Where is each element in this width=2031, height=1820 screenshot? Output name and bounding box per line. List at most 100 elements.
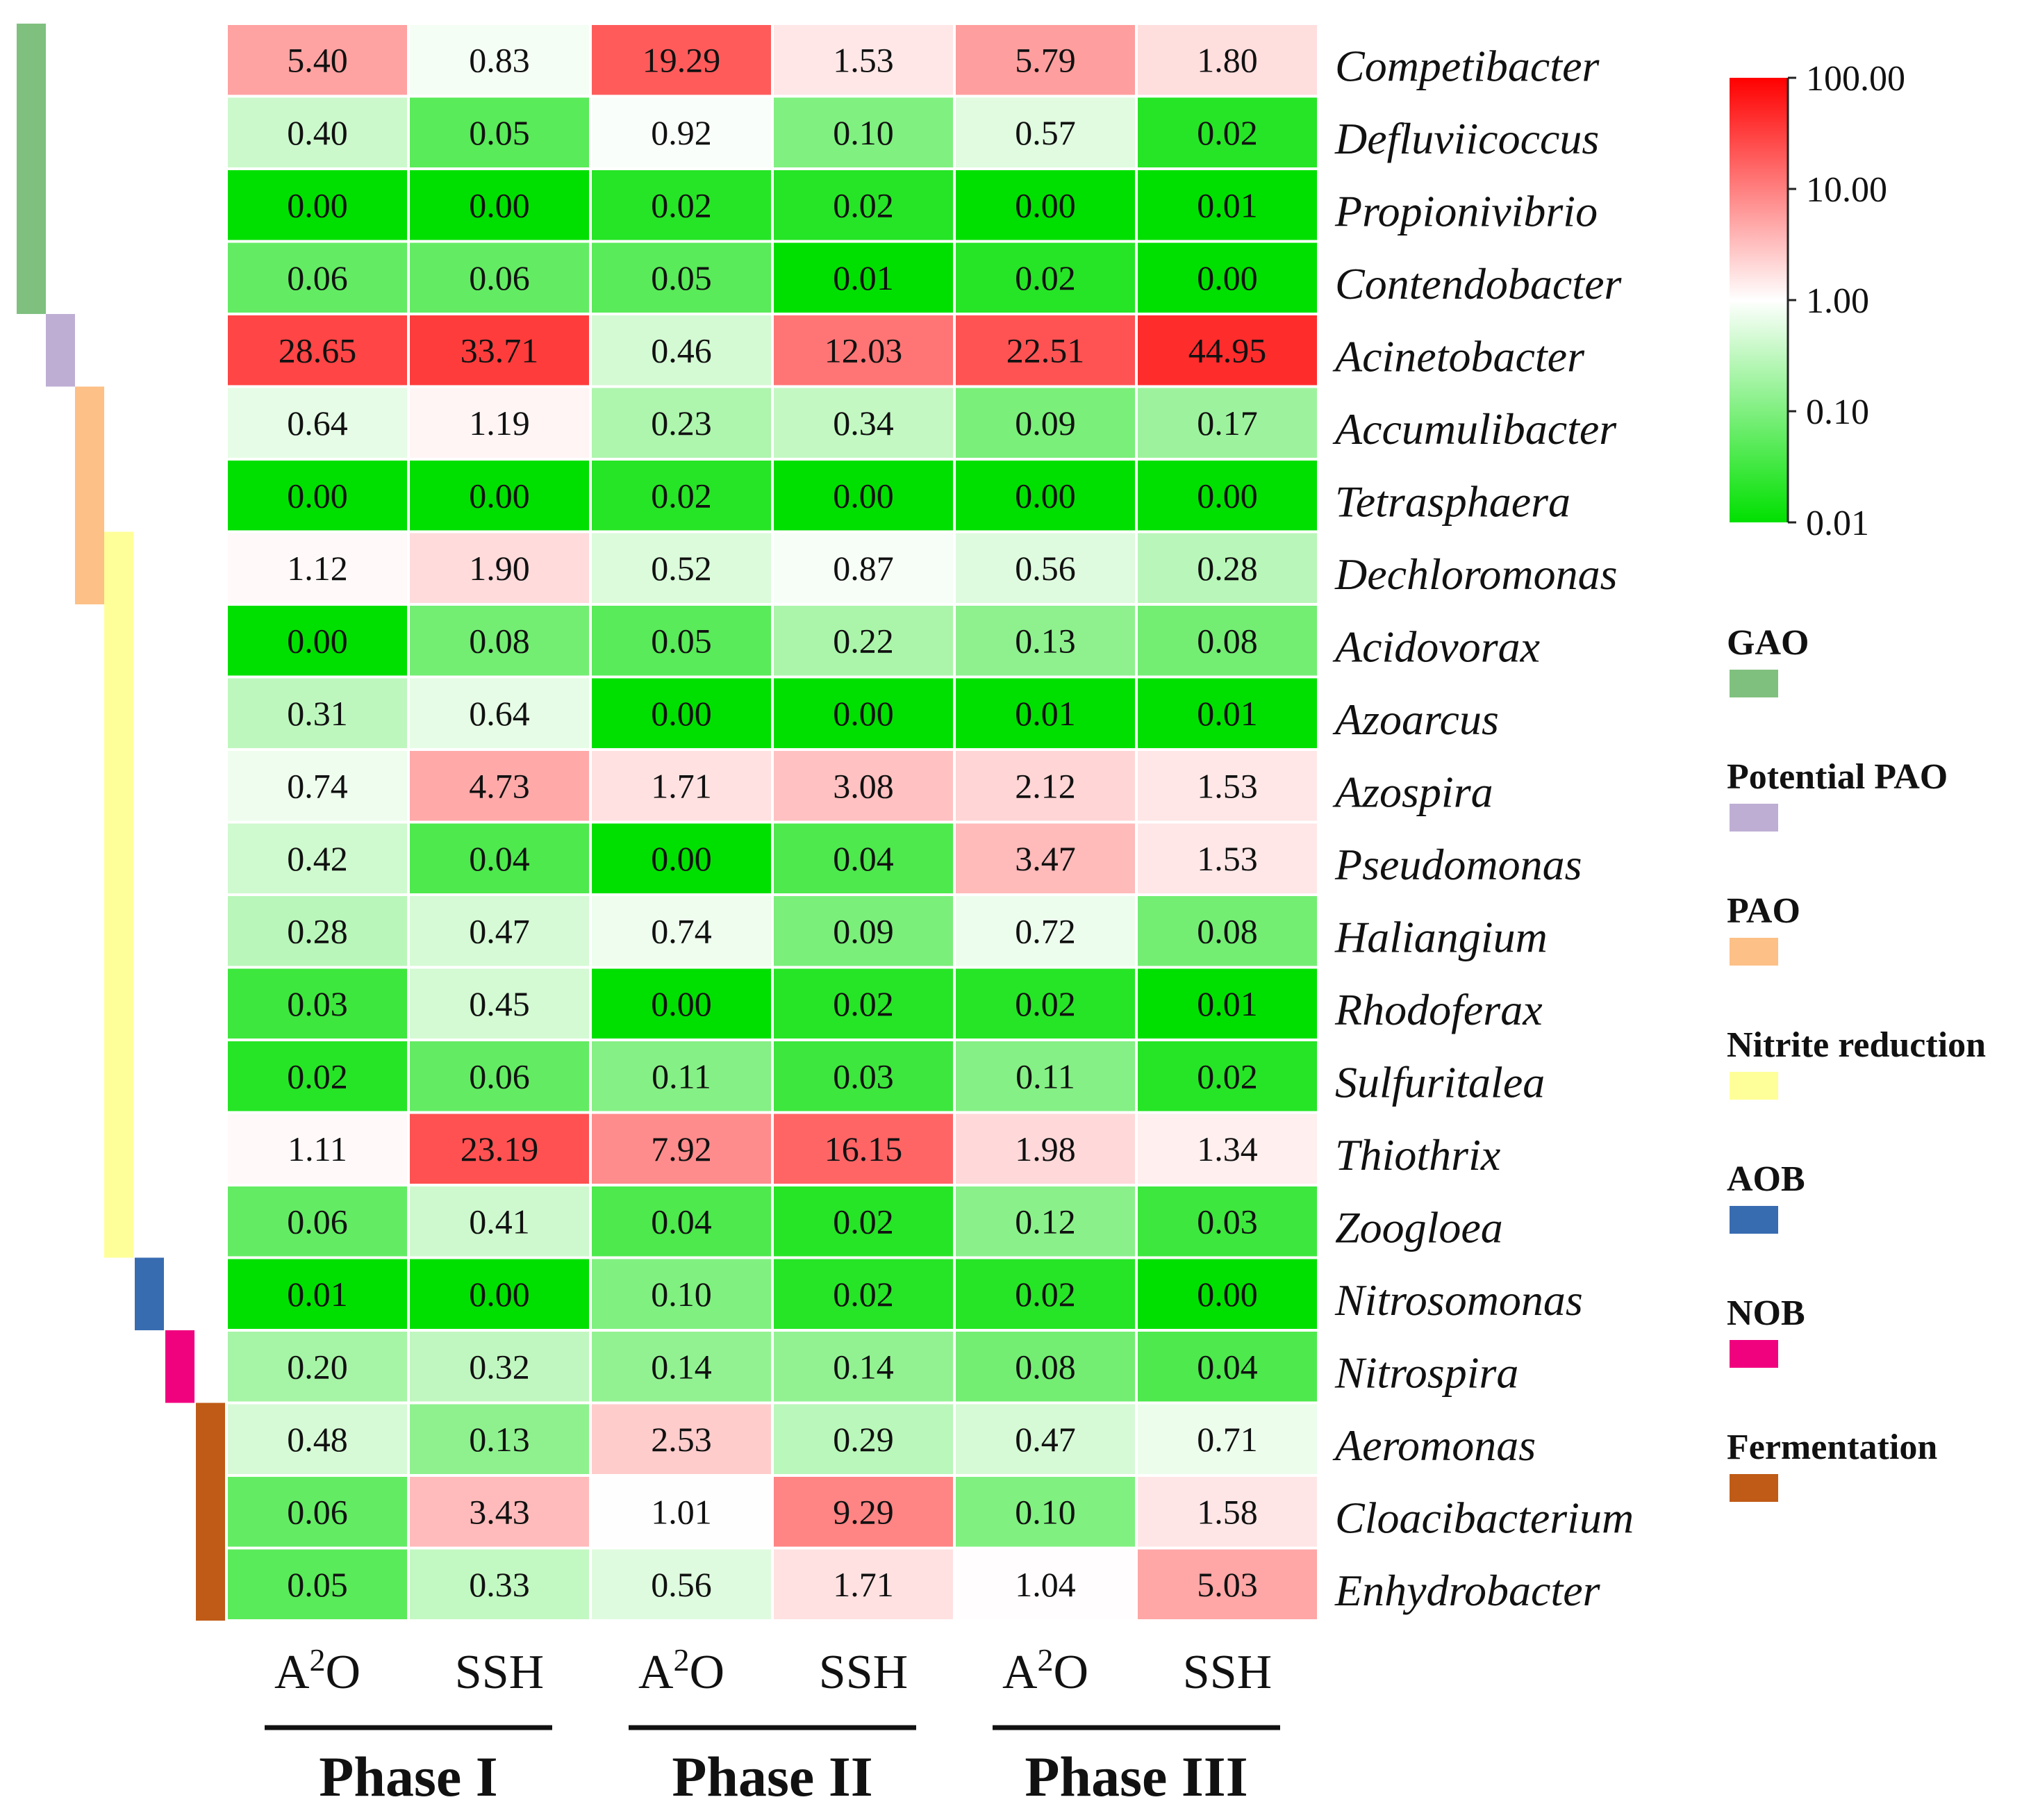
cell-value-label: 1.80 [1197,40,1258,79]
cell-value-label: 0.64 [287,404,348,442]
heatmap-cell [771,1401,956,1477]
cell-value-label: 0.45 [469,984,530,1023]
cell-value-label: 0.13 [469,1420,530,1459]
heatmap-cell [771,313,956,388]
cell-value-label: 0.01 [1197,694,1258,733]
cell-value-label: 0.04 [1197,1347,1258,1386]
heatmap-cell [407,893,592,969]
cell-value-label: 0.28 [1197,549,1258,588]
cell-value-label: 0.00 [1197,476,1258,515]
row-label: Acinetobacter [1332,331,1585,381]
legend-swatch [1730,670,1778,697]
heatmap-cell [225,1256,410,1332]
column-label: SSH [819,1646,908,1699]
row-label: Rhodoferax [1334,985,1543,1034]
cell-value-label: 0.09 [1015,404,1076,442]
heatmap-cell [589,893,774,969]
heatmap-cell [225,748,410,824]
cell-value-label: 0.09 [833,911,894,950]
column-label: A2O [638,1642,724,1700]
row-label: Defluviicoccus [1334,114,1599,163]
cell-value-label: 0.02 [833,1202,894,1241]
heatmap-cell [407,1256,592,1332]
cell-value-label: 0.00 [1197,258,1258,297]
row-label: Azospira [1332,767,1493,816]
heatmap-cell [1135,1329,1320,1405]
heatmap-cell [589,603,774,679]
cell-value-label: 0.02 [833,185,894,224]
legend-swatch [1730,938,1778,966]
cell-value-label: 44.95 [1188,331,1267,370]
heatmap-cell [589,1184,774,1259]
row-label: Nitrosomonas [1334,1275,1583,1325]
row-label: Azoarcus [1332,695,1499,744]
cell-value-label: 1.53 [1197,839,1258,878]
heatmap-cell [771,966,956,1041]
row-label: Enhydrobacter [1334,1566,1601,1615]
cell-value-label: 0.83 [469,40,530,79]
heatmap-cell [225,1111,410,1186]
heatmap-cell [1135,603,1320,679]
color-scale-tick-label: 0.10 [1806,392,1869,432]
cell-value-label: 0.31 [287,694,348,733]
cell-value-label: 0.14 [651,1347,712,1386]
heatmap-cell [1135,893,1320,969]
cell-value-label: 0.56 [651,1565,712,1604]
heatmap-cell [1135,1184,1320,1259]
cell-value-label: 0.42 [287,839,348,878]
legend-label: GAO [1727,623,1809,663]
color-scale-tick-label: 100.00 [1806,59,1905,99]
column-label: SSH [1183,1646,1272,1699]
heatmap-cell [771,893,956,969]
cell-value-label: 0.48 [287,1420,348,1459]
cell-value-label: 0.23 [651,404,712,442]
group-bar [104,531,133,1258]
cell-value-label: 0.20 [287,1347,348,1386]
heatmap-cell [1135,458,1320,533]
cell-value-label: 0.41 [469,1202,530,1241]
cell-value-label: 1.53 [833,40,894,79]
heatmap-cell [225,22,410,98]
cell-value-label: 0.03 [1197,1202,1258,1241]
column-label: A2O [1002,1642,1088,1700]
heatmap-cell [225,1401,410,1477]
heatmap-cell [225,603,410,679]
heatmap-cell [771,94,956,170]
heatmap-cell [1135,1256,1320,1332]
heatmap-cell [1135,530,1320,606]
heatmap-cell [589,820,774,896]
cell-value-label: 0.00 [287,476,348,515]
legend-label: Fermentation [1727,1428,1937,1467]
heatmap-cell [953,530,1138,606]
cell-value-label: 0.03 [833,1057,894,1095]
cell-value-label: 1.34 [1197,1130,1258,1168]
heatmap-cell [407,1546,592,1622]
heatmap-cell [407,167,592,243]
legend-swatch [1730,1340,1778,1368]
row-label: Cloacibacterium [1335,1493,1634,1542]
cell-value-label: 19.29 [643,40,721,79]
row-label: Acidovorax [1332,622,1540,671]
cell-value-label: 16.15 [824,1130,903,1168]
heatmap-cell [1135,22,1320,98]
cell-value-label: 0.02 [1197,1057,1258,1095]
cell-value-label: 1.71 [651,766,712,805]
row-label: Pseudomonas [1334,840,1582,889]
heatmap-cell [225,820,410,896]
heatmap-cell [953,1039,1138,1114]
cell-value-label: 0.00 [469,476,530,515]
legend-swatch [1730,1206,1778,1234]
group-bar [75,386,104,604]
heatmap-cell [1135,748,1320,824]
cell-value-label: 0.14 [833,1347,894,1386]
heatmap-cell [953,1401,1138,1477]
heatmap-cell [771,1546,956,1622]
cell-value-label: 0.01 [1197,185,1258,224]
legend-swatch [1730,804,1778,832]
row-label: Haliangium [1334,912,1548,961]
column-label: A2O [274,1642,360,1700]
cell-value-label: 0.52 [651,549,712,588]
heatmap-cell [953,1256,1138,1332]
heatmap-cell [407,94,592,170]
cell-value-label: 0.00 [651,694,712,733]
